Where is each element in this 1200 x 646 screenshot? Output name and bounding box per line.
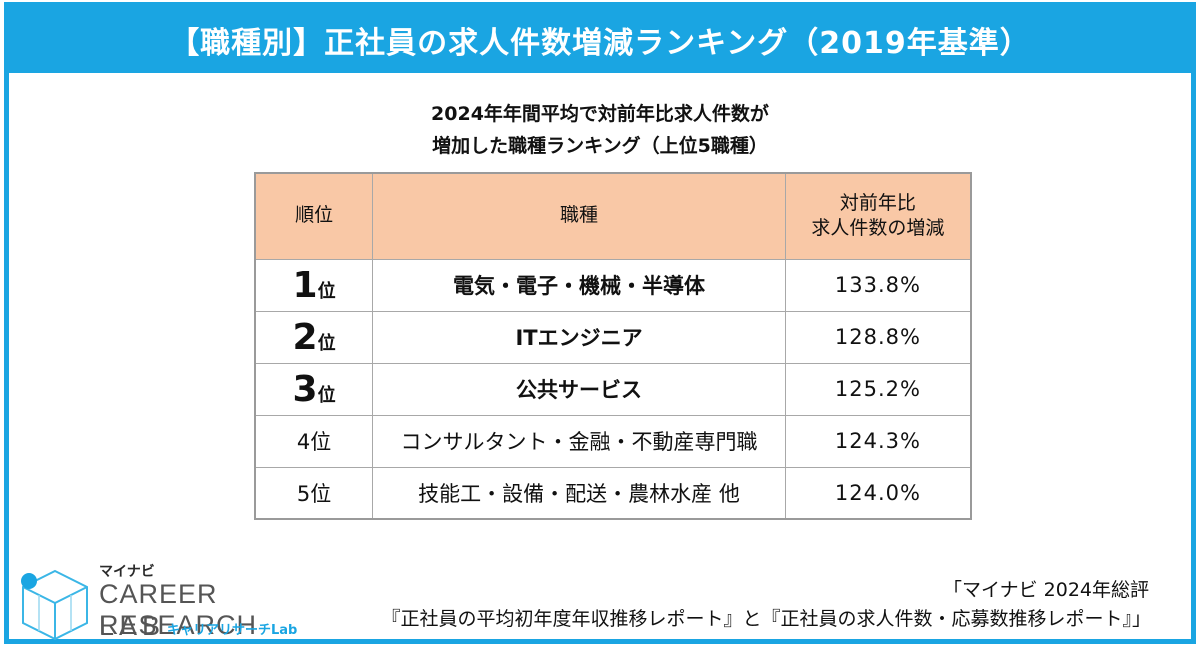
cube-logo-icon (21, 569, 88, 641)
header-rank: 順位 (254, 172, 374, 260)
logo-kana: キャリアリサーチLab (167, 623, 298, 638)
table-row: 4位 コンサルタント・金融・不動産専門職 124.3% (254, 414, 972, 468)
header-job: 職種 (372, 172, 786, 260)
change-cell: 124.0% (784, 466, 972, 520)
rank-suffix: 位 (317, 280, 336, 302)
header-change-line2: 求人件数の増減 (811, 217, 945, 240)
rank-number: 1 (292, 264, 318, 306)
table-row: 5位 技能工・設備・配送・農林水産 他 124.0% (254, 466, 972, 520)
logo-line2: LAB (99, 611, 166, 641)
job-cell: 技能工・設備・配送・農林水産 他 (372, 466, 786, 520)
source-line2: 『正社員の平均初年度年収推移レポート』と『正社員の求人件数・応募数推移レポート』… (381, 608, 1151, 630)
rank-suffix: 位 (317, 384, 336, 406)
infographic-frame: 【職種別】正社員の求人件数増減ランキング（2019年基準） 2024年年間平均で… (4, 2, 1196, 644)
header-change: 対前年比 求人件数の増減 (784, 172, 972, 260)
job-cell: 公共サービス (372, 362, 786, 416)
subtitle-line1: 2024年年間平均で対前年比求人件数が (431, 103, 769, 125)
logo-line1: CAREER RESEARCH (99, 579, 258, 640)
change-cell: 133.8% (784, 258, 972, 312)
rank-cell: 5位 (254, 466, 374, 520)
change-cell: 124.3% (784, 414, 972, 468)
page-title: 【職種別】正社員の求人件数増減ランキング（2019年基準） (9, 7, 1191, 73)
career-research-lab-logo: マイナビ CAREER RESEARCH LAB キャリアリサーチLab (15, 559, 345, 643)
rank-cell: 4位 (254, 414, 374, 468)
logo-brand: マイナビ (99, 564, 155, 580)
job-cell: コンサルタント・金融・不動産専門職 (372, 414, 786, 468)
rank-cell: 3位 (254, 362, 374, 416)
change-cell: 125.2% (784, 362, 972, 416)
source-line1: 「マイナビ 2024年総評 (942, 579, 1149, 601)
rank-suffix: 位 (317, 332, 336, 354)
rank-cell: 1位 (254, 258, 374, 312)
table-row: 3位 公共サービス 125.2% (254, 362, 972, 416)
subtitle-line2: 増加した職種ランキング（上位5職種） (432, 135, 768, 157)
table-row: 1位 電気・電子・機械・半導体 133.8% (254, 258, 972, 312)
rank-number: 2 (292, 316, 318, 358)
table-row: 2位 ITエンジニア 128.8% (254, 310, 972, 364)
rank-cell: 2位 (254, 310, 374, 364)
header-change-line1: 対前年比 (839, 191, 916, 214)
ranking-table: 順位 職種 対前年比 求人件数の増減 1位 電気・電子・機械・半導体 133.8… (254, 172, 972, 520)
rank-number: 3 (292, 368, 318, 410)
job-cell: 電気・電子・機械・半導体 (372, 258, 786, 312)
change-cell: 128.8% (784, 310, 972, 364)
job-cell: ITエンジニア (372, 310, 786, 364)
table-header-row: 順位 職種 対前年比 求人件数の増減 (254, 172, 972, 260)
